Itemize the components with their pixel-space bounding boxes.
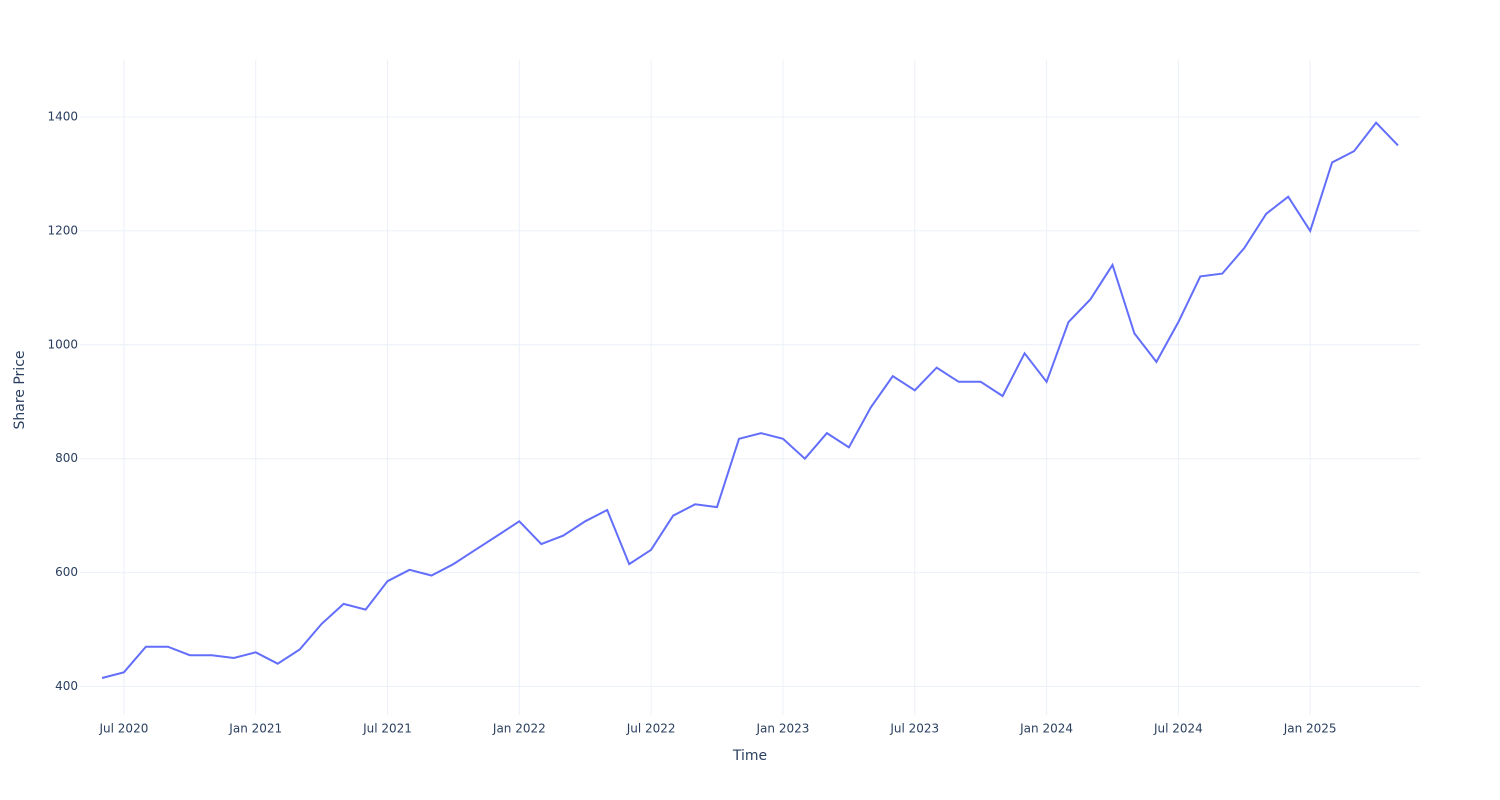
- x-tick-label: Jul 2020: [99, 722, 149, 736]
- grid: [80, 60, 1420, 715]
- x-tick-label: Jan 2022: [492, 722, 546, 736]
- y-tick-label: 1200: [47, 223, 78, 237]
- x-tick-label: Jan 2025: [1283, 722, 1337, 736]
- x-tick-label: Jan 2021: [228, 722, 282, 736]
- x-tick-label: Jul 2022: [626, 722, 676, 736]
- x-axis-title: Time: [732, 748, 767, 764]
- y-tick-label: 600: [55, 565, 78, 579]
- x-tick-label: Jul 2024: [1153, 722, 1203, 736]
- y-tick-label: 1000: [47, 337, 78, 351]
- x-tick-label: Jul 2021: [362, 722, 412, 736]
- y-axis-title: Share Price: [12, 350, 28, 429]
- line-series: [101, 121, 1399, 679]
- y-tick-label: 1400: [47, 109, 78, 123]
- x-tick-label: Jul 2023: [889, 722, 939, 736]
- y-tick-label: 800: [55, 451, 78, 465]
- y-tick-label: 400: [55, 679, 78, 693]
- x-tick-label: Jan 2024: [1019, 722, 1073, 736]
- x-tick-label: Jan 2023: [756, 722, 810, 736]
